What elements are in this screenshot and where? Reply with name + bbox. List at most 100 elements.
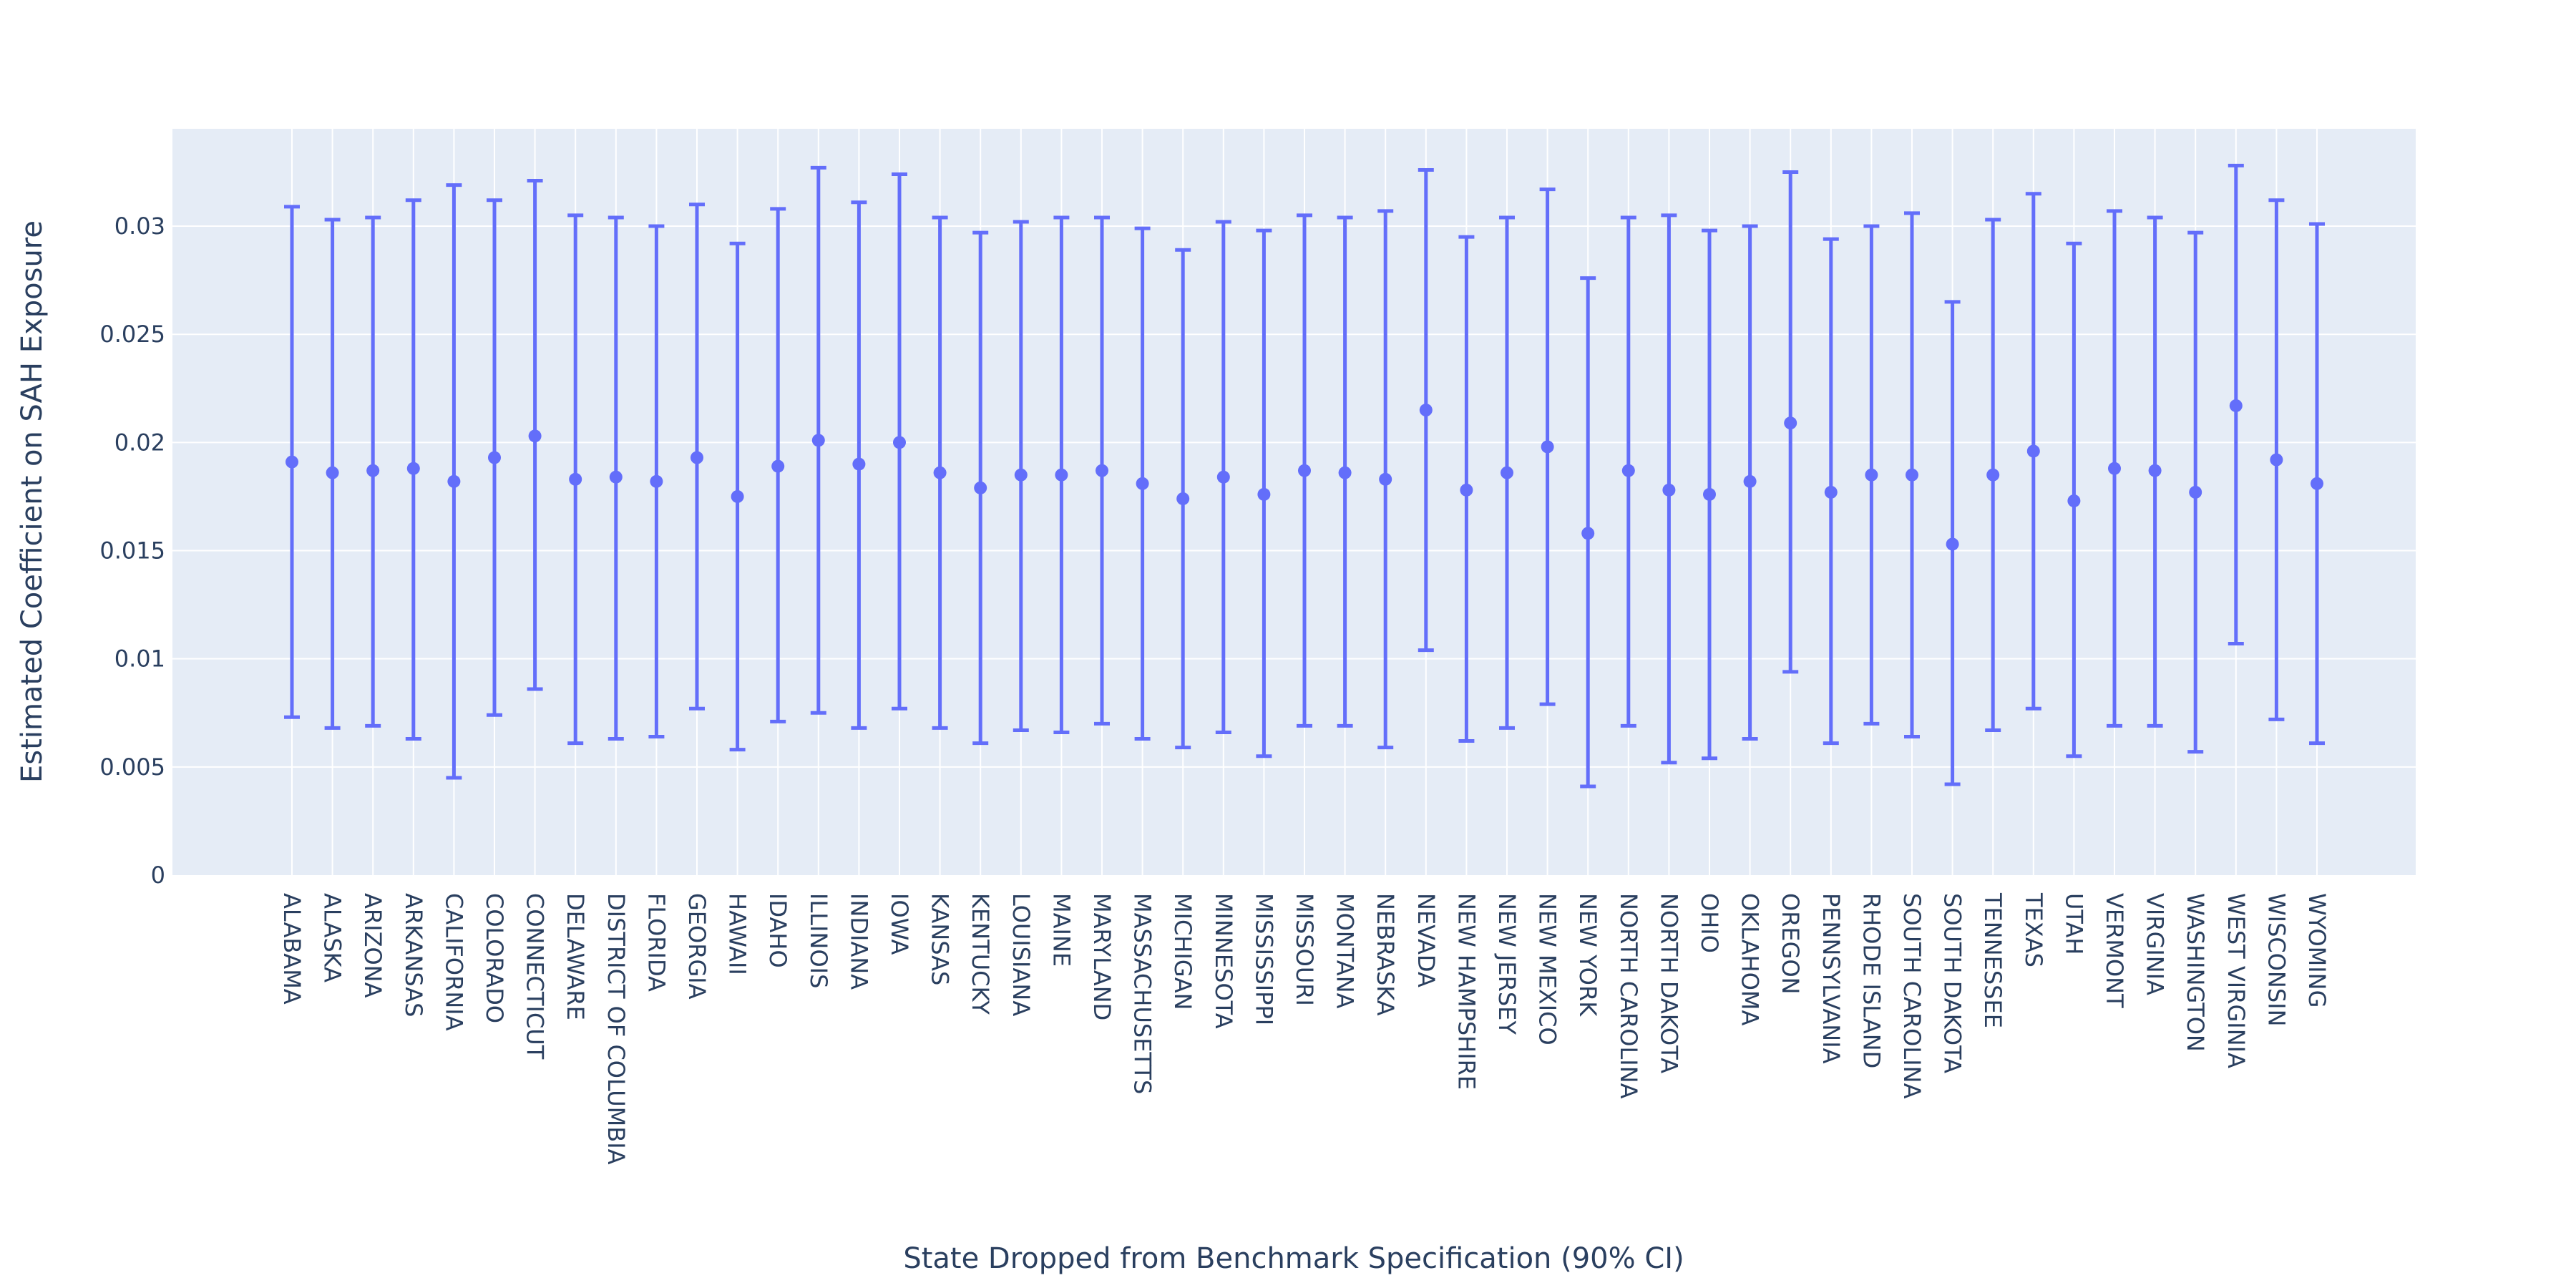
point-estimate (1906, 468, 1918, 482)
x-tick-label: NEW MEXICO (1534, 893, 1561, 1045)
y-tick-label: 0.03 (114, 213, 165, 240)
point-estimate (2108, 462, 2121, 475)
point-estimate (1703, 487, 1716, 501)
point-estimate (528, 429, 542, 443)
x-tick-label: FLORIDA (643, 893, 670, 992)
point-estimate (1298, 464, 1311, 477)
x-tick-label: OKLAHOMA (1737, 893, 1764, 1025)
point-estimate (1014, 468, 1028, 482)
y-axis-title: Estimated Coefficient on SAH Exposure (16, 220, 49, 783)
x-tick-label: SOUTH CAROLINA (1898, 893, 1926, 1099)
point-estimate (1176, 492, 1190, 505)
x-tick-label: WASHINGTON (2182, 893, 2209, 1052)
x-tick-label: UTAH (2060, 893, 2087, 955)
point-estimate (893, 436, 906, 449)
x-tick-label: ARKANSAS (400, 893, 427, 1017)
point-estimate (1096, 464, 1108, 477)
point-estimate (1743, 474, 1757, 488)
x-tick-label: MICHIGAN (1169, 893, 1196, 1010)
x-tick-label: TEXAS (2020, 892, 2047, 967)
point-estimate (1824, 485, 1838, 499)
x-tick-label: MISSISSIPPI (1250, 893, 1277, 1025)
point-estimate (1419, 404, 1433, 417)
point-estimate (691, 451, 703, 464)
x-tick-label: NEW JERSEY (1493, 893, 1521, 1035)
point-estimate (974, 481, 987, 494)
x-tick-label: IOWA (886, 893, 913, 955)
x-tick-label: TENNESSEE (1979, 892, 2006, 1028)
point-estimate (811, 434, 825, 447)
point-estimate (1460, 483, 1473, 497)
x-tick-label: RHODE ISLAND (1858, 893, 1885, 1068)
point-estimate (326, 466, 339, 479)
point-estimate (1946, 537, 1959, 551)
y-tick-label: 0.015 (99, 537, 165, 565)
x-tick-label: NEVADA (1413, 893, 1440, 987)
x-tick-label: MINNESOTA (1210, 893, 1237, 1029)
y-axis-ticks: 0 0.005 0.01 0.015 0.02 0.025 0.03 (99, 213, 165, 889)
y-tick-label: 0 (151, 862, 165, 889)
x-tick-label: DELAWARE (562, 893, 589, 1020)
point-estimate (1986, 468, 2000, 482)
x-tick-label: NEW YORK (1574, 893, 1601, 1017)
point-estimate (1621, 464, 1635, 477)
point-estimate (1055, 468, 1068, 482)
x-tick-label: WEST VIRGINIA (2223, 893, 2250, 1068)
x-tick-label: OREGON (1777, 893, 1804, 995)
x-tick-label: NEBRASKA (1372, 893, 1399, 1016)
point-estimate (2270, 453, 2283, 467)
point-estimate (366, 464, 380, 477)
x-tick-label: VIRGINIA (2142, 893, 2169, 995)
point-estimate (852, 457, 866, 471)
point-estimate (2148, 464, 2162, 477)
x-tick-label: KENTUCKY (967, 893, 994, 1015)
x-tick-label: GEORGIA (683, 893, 711, 1000)
x-tick-label: SOUTH DAKOTA (1939, 893, 1966, 1073)
x-tick-label: IDAHO (764, 893, 791, 968)
point-estimates (286, 399, 2323, 551)
point-estimate (1865, 468, 1878, 482)
x-tick-label: LOUISIANA (1008, 893, 1035, 1016)
x-tick-label: MARYLAND (1088, 893, 1116, 1020)
x-tick-label: HAWAII (724, 893, 751, 975)
point-estimate (1501, 466, 1513, 479)
x-tick-label: CALIFORNIA (440, 893, 467, 1031)
point-estimate (1379, 472, 1392, 486)
point-estimate (286, 455, 298, 469)
point-estimate (609, 470, 623, 484)
x-tick-label: ALABAMA (278, 893, 306, 1005)
y-tick-label: 0.025 (99, 321, 165, 348)
x-tick-label: WISCONSIN (2263, 893, 2290, 1027)
point-estimate (1581, 527, 1595, 540)
x-tick-label: VERMONT (2101, 893, 2128, 1008)
x-tick-label: CONNECTICUT (522, 893, 549, 1060)
x-tick-label: KANSAS (927, 893, 954, 985)
point-estimate (2026, 444, 2040, 458)
point-estimate (1662, 483, 1676, 497)
point-estimate (2311, 477, 2323, 490)
point-estimate (488, 451, 501, 464)
x-tick-label: OHIO (1696, 893, 1723, 953)
x-tick-label: MAINE (1048, 893, 1075, 967)
point-estimate (406, 462, 420, 475)
x-tick-label: INDIANA (845, 893, 872, 990)
x-tick-label: MONTANA (1332, 893, 1359, 1009)
x-tick-label: ARIZONA (359, 893, 386, 998)
x-tick-label: NORTH DAKOTA (1655, 893, 1682, 1073)
y-tick-label: 0.005 (99, 753, 165, 781)
x-tick-label: MISSOURI (1291, 893, 1318, 1006)
x-tick-label: NEW HAMPSHIRE (1453, 893, 1480, 1090)
point-estimate (1216, 470, 1230, 484)
x-tick-label: DISTRICT OF COLUMBIA (602, 893, 630, 1165)
x-tick-label: ILLINOIS (805, 893, 832, 988)
point-estimate (771, 459, 785, 473)
y-tick-label: 0.01 (114, 645, 165, 673)
point-estimate (1338, 466, 1352, 479)
point-estimate (1784, 416, 1797, 430)
point-estimate (2189, 485, 2202, 499)
y-tick-label: 0.02 (114, 429, 165, 456)
x-axis-ticks: ALABAMA ALASKA ARIZONA ARKANSAS CALIFORNIA CO… (278, 892, 2331, 1165)
point-estimate (447, 474, 461, 488)
point-estimate (1541, 440, 1554, 454)
